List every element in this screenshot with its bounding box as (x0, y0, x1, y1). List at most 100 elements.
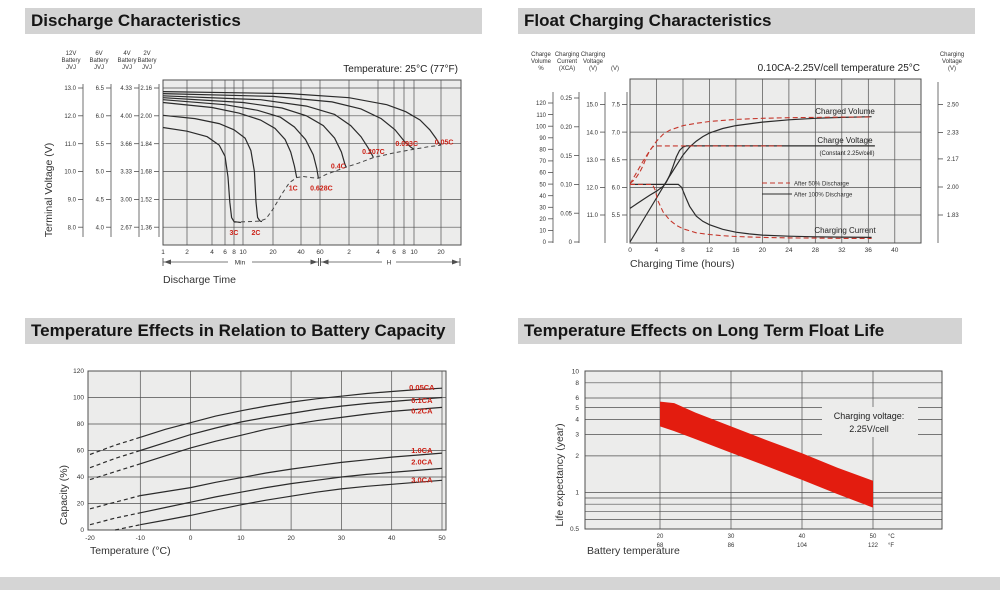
capacity-curve-dashed-2.0CA (89, 512, 141, 526)
plot-border (629, 78, 922, 244)
legend-label-50: After 50% Discharge (794, 182, 850, 188)
charging-voltage-note: Charging voltage: (834, 411, 905, 421)
y-axis-value: 80 (539, 148, 546, 154)
section-header-float-charging: Float Charging Characteristics (518, 8, 975, 34)
y-axis-tick: 6 (575, 395, 579, 402)
x-axis-tick: 6 (223, 249, 227, 256)
y-axis-value: 120 (536, 101, 547, 107)
float-life-chart: Charging voltage:2.25V/cell1086543210.52… (554, 368, 943, 557)
x-axis-tick: -10 (136, 535, 146, 542)
capacity-curve-3.0CA (140, 479, 443, 526)
rate-label-0.05CA: 0.05CA (409, 383, 435, 392)
x-axis-tick-fahrenheit: 104 (797, 543, 808, 549)
y-axis-title: Life expectancy (year) (554, 423, 566, 526)
rate-label-3.0CA: 3.0CA (411, 476, 433, 485)
x-axis-tick: 20 (288, 535, 296, 542)
y-axis-tick: 10 (572, 368, 580, 375)
charge-voltage-50 (629, 145, 783, 184)
capacity-curve-dashed-0.05CA (89, 436, 141, 456)
y-axis-value: 0 (543, 240, 547, 246)
charging-current-100 (630, 183, 872, 238)
x-axis-tick: 36 (865, 247, 873, 254)
y-axis-value: 1.68 (140, 170, 152, 176)
y-axis-title: Capacity (%) (58, 465, 70, 525)
x-axis-tick: 30 (338, 535, 346, 542)
y-axis-title: Terminal Voltage (V) (43, 143, 55, 238)
y-axis-value: 2.00 (140, 114, 152, 120)
x-axis-tick: 6 (392, 249, 396, 256)
column-header: Charging (581, 52, 605, 58)
column-header: Charging (555, 52, 579, 58)
x-axis-tick: 28 (812, 247, 820, 254)
y-axis-tick: 3 (575, 432, 579, 439)
y-axis-tick: 100 (73, 395, 84, 402)
y-axis-value: 0.20 (560, 125, 572, 131)
y-axis-value: 70 (539, 159, 546, 165)
x-axis-tick-celsius: 50 (870, 534, 877, 540)
capacity-curve-0.2CA (140, 406, 443, 465)
column-header: Battery (61, 58, 80, 64)
capacity-envelope-dashed (233, 144, 442, 223)
x-axis-tick: 4 (655, 247, 659, 254)
x-axis-tick: 60 (316, 249, 324, 256)
unit-celsius: °C (888, 534, 895, 540)
y-axis-value: 5.0 (96, 170, 105, 176)
plot-border (87, 370, 447, 531)
rate-label-2.0CA: 2.0CA (411, 458, 433, 467)
x-axis-tick: 10 (410, 249, 418, 256)
x-axis-tick: 12 (706, 247, 714, 254)
y-axis-tick: 120 (73, 368, 84, 375)
rate-label-0.4C: 0.4C (331, 163, 346, 170)
rate-label-0.05C: 0.05C (435, 140, 454, 147)
x-axis-title: Charging Time (hours) (630, 258, 734, 270)
x-axis-tick-fahrenheit: 86 (728, 543, 735, 549)
label-charged-volume: Charged Volume (815, 107, 875, 116)
arrow-right (452, 259, 459, 265)
x-axis-tick-fahrenheit: 122 (868, 543, 879, 549)
y-axis-value: 6.0 (96, 114, 105, 120)
section-header-temp-capacity: Temperature Effects in Relation to Batte… (25, 318, 455, 344)
right-axis-header: Charging (940, 52, 964, 58)
y-axis-value: 0.10 (560, 183, 572, 189)
discharge-curve-0.4C (162, 97, 347, 168)
unit-fahrenheit: °F (888, 543, 894, 549)
discharge-chart: 13.012.011.010.09.08.012VBatteryJVJ6.56.… (43, 51, 462, 286)
discharge-curve-0.093C (162, 93, 415, 150)
range-label: H (387, 260, 392, 267)
column-header: % (538, 66, 544, 72)
y-axis-value: 1.36 (140, 225, 152, 231)
y-axis-tick: 2 (575, 453, 579, 460)
range-label: Min (235, 260, 246, 267)
charging-current-50 (630, 183, 872, 240)
y-axis-value: 4.33 (120, 86, 132, 92)
capacity-curve-dashed-3.0CA (114, 524, 141, 531)
annotation-backing (822, 407, 918, 437)
y-axis-value: 110 (536, 113, 546, 119)
y-axis-value: 15.0 (586, 103, 598, 109)
rate-label-0.093C: 0.093C (395, 141, 418, 148)
y-axis-value: 3.66 (120, 142, 132, 148)
capacity-curve-2.0CA (140, 467, 443, 514)
right-axis-header: Voltage (942, 59, 963, 65)
y-axis-value: 4.0 (96, 225, 105, 231)
y-axis-value: 7.5 (612, 103, 621, 109)
y-axis-value: 3.33 (120, 170, 132, 176)
y-axis-value: 60 (539, 171, 546, 177)
section-title: Temperature Effects on Long Term Float L… (524, 321, 885, 340)
y-axis-value: 1.52 (140, 198, 152, 204)
rate-label-1C: 1C (289, 186, 298, 193)
capacity-curve-0.05CA (140, 387, 443, 438)
column-header: 12V (66, 51, 77, 57)
y-axis-value-right: 2.33 (947, 131, 959, 137)
y-axis-value-right: 2.50 (947, 103, 959, 109)
x-axis-tick: 40 (297, 249, 305, 256)
section-title: Discharge Characteristics (31, 11, 241, 30)
column-header: JVJ (94, 65, 104, 71)
y-axis-value: 20 (539, 217, 546, 223)
y-axis-value: 100 (536, 124, 547, 130)
y-axis-value: 1.84 (140, 142, 152, 148)
y-axis-tick: 4 (575, 417, 579, 424)
y-axis-value: 8.0 (68, 225, 77, 231)
capacity-curve-1.0CA (140, 452, 443, 497)
